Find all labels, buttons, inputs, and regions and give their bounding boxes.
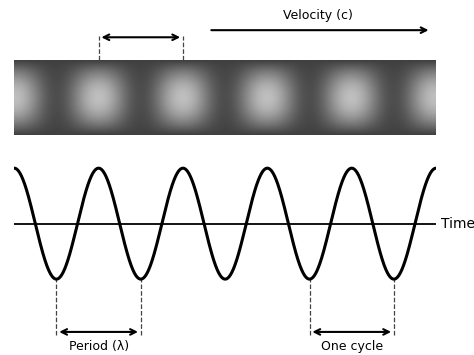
Text: Period (λ): Period (λ)	[69, 340, 128, 353]
Text: One cycle: One cycle	[320, 340, 383, 353]
Text: Time: Time	[441, 217, 474, 231]
Text: Velocity (c): Velocity (c)	[283, 10, 353, 22]
